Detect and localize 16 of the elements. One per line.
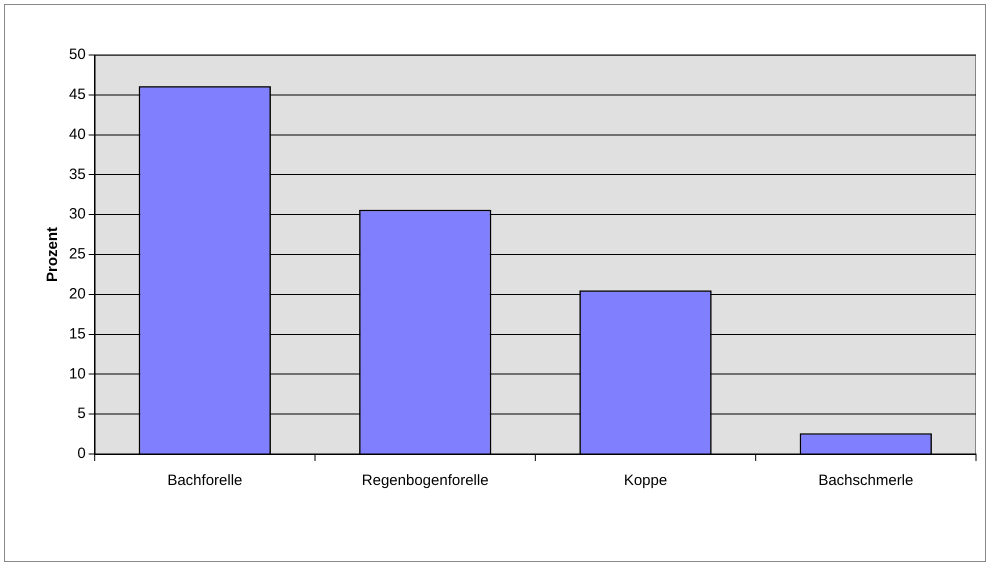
y-tick-label: 25 bbox=[68, 246, 86, 263]
y-tick-label: 35 bbox=[68, 166, 86, 183]
y-axis-title: Prozent bbox=[44, 226, 62, 282]
y-tick-label: 30 bbox=[68, 206, 86, 223]
y-tick-label: 50 bbox=[68, 46, 86, 64]
y-tick-label: 20 bbox=[68, 286, 86, 303]
x-tick-label: Bachschmerle bbox=[818, 472, 914, 490]
y-tick-label: 5 bbox=[77, 405, 86, 422]
y-tick-label: 45 bbox=[68, 86, 86, 104]
y-tick-label: 0 bbox=[77, 445, 86, 462]
y-tick-label: 10 bbox=[68, 365, 86, 382]
x-tick-label: Regenbogenforelle bbox=[362, 472, 489, 490]
y-tick-label: 15 bbox=[68, 325, 86, 342]
x-tick-label: Bachforelle bbox=[167, 472, 242, 490]
x-tick-label: Koppe bbox=[624, 472, 668, 490]
y-tick-label: 40 bbox=[68, 126, 86, 143]
